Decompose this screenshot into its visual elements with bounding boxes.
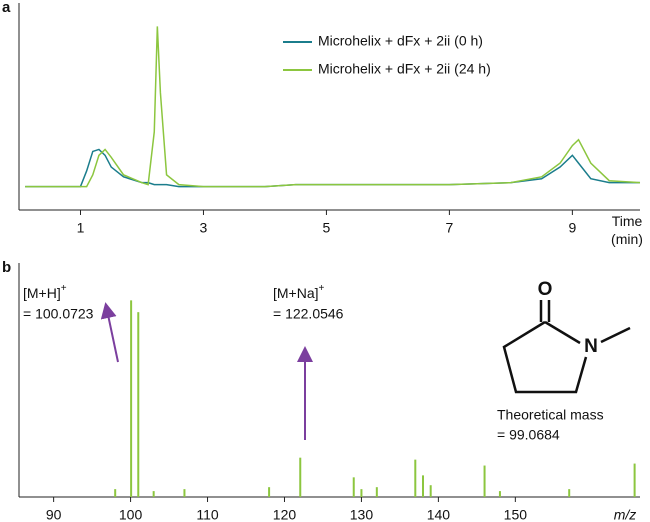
annotation-mass: = 122.0546 (273, 306, 344, 322)
bar (130, 300, 133, 497)
bar (375, 487, 378, 497)
annotation-mass: = 100.0723 (23, 306, 94, 322)
x-tick-label: 110 (196, 507, 219, 522)
atom-label: N (584, 336, 598, 357)
bar (568, 489, 571, 497)
molecule (502, 300, 631, 394)
line (25, 148, 640, 188)
x-tick-label: 100 (119, 507, 143, 522)
x-tick-label: 130 (350, 507, 374, 522)
x-tick-label: 7 (445, 220, 453, 236)
bar (414, 459, 417, 497)
x-tick-label: 1 (77, 220, 85, 236)
caption: = 99.0684 (497, 427, 560, 443)
annotation: [M+Na]+ (273, 283, 325, 301)
bar (498, 491, 501, 497)
x-axis-label-line: Time (612, 213, 643, 229)
atom-label: O (538, 279, 553, 300)
line (25, 26, 641, 188)
x-tick-label: 3 (200, 220, 208, 236)
caption: Theoretical mass (497, 407, 604, 423)
x-tick-label: 150 (504, 507, 528, 522)
annotation: [M+H]+ (23, 283, 67, 301)
bar (421, 475, 424, 497)
bar (268, 487, 271, 497)
annotation-charge: + (319, 283, 325, 294)
bar (483, 465, 486, 497)
bar (114, 489, 117, 497)
x-axis-label: Time (min) (611, 213, 643, 247)
bar (352, 477, 355, 497)
x-tick-label: 90 (46, 507, 62, 522)
bar (429, 485, 432, 497)
x-tick-label: 120 (273, 507, 297, 522)
panel-label: a (2, 0, 11, 16)
arrow (100, 302, 119, 363)
bar (633, 463, 636, 497)
x-tick-label: 9 (568, 220, 576, 236)
legend-label: Microhelix + dFx + 2ii (0 h) (318, 33, 483, 49)
bar (137, 312, 140, 497)
bar (299, 457, 302, 497)
x-axis-label-line: (min) (611, 231, 643, 247)
x-tick-label: 5 (323, 220, 331, 236)
annotation-ion: [M+H] (23, 285, 61, 301)
annotation-charge: + (61, 283, 67, 294)
x-axis-label: m/z (614, 507, 637, 522)
bar (152, 491, 155, 497)
annotation-ion: [M+Na] (273, 285, 319, 301)
bar (183, 489, 186, 497)
panel-label: b (2, 259, 11, 276)
bar (360, 489, 363, 497)
legend-label: Microhelix + dFx + 2ii (24 h) (318, 61, 491, 77)
x-tick-label: 140 (427, 507, 451, 522)
